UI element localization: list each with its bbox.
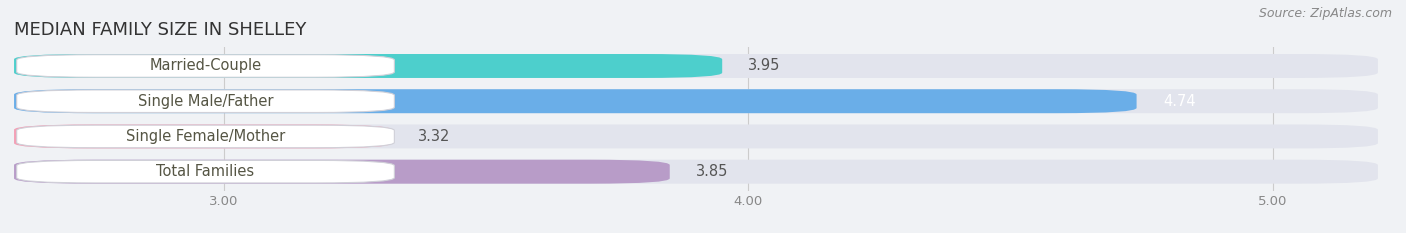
- FancyBboxPatch shape: [14, 54, 1378, 78]
- Text: 3.32: 3.32: [418, 129, 450, 144]
- FancyBboxPatch shape: [17, 160, 394, 183]
- Text: Married-Couple: Married-Couple: [149, 58, 262, 73]
- FancyBboxPatch shape: [14, 89, 1378, 113]
- FancyBboxPatch shape: [14, 89, 1136, 113]
- FancyBboxPatch shape: [17, 125, 394, 148]
- FancyBboxPatch shape: [14, 160, 1378, 184]
- FancyBboxPatch shape: [17, 90, 394, 113]
- Text: Single Female/Mother: Single Female/Mother: [127, 129, 285, 144]
- Text: Total Families: Total Families: [156, 164, 254, 179]
- FancyBboxPatch shape: [14, 160, 669, 184]
- Text: MEDIAN FAMILY SIZE IN SHELLEY: MEDIAN FAMILY SIZE IN SHELLEY: [14, 21, 307, 39]
- FancyBboxPatch shape: [14, 124, 1378, 148]
- Text: 3.95: 3.95: [748, 58, 780, 73]
- FancyBboxPatch shape: [14, 124, 392, 148]
- Text: Single Male/Father: Single Male/Father: [138, 94, 273, 109]
- Text: 4.74: 4.74: [1163, 94, 1195, 109]
- FancyBboxPatch shape: [14, 54, 723, 78]
- Text: Source: ZipAtlas.com: Source: ZipAtlas.com: [1258, 7, 1392, 20]
- FancyBboxPatch shape: [17, 55, 394, 77]
- Text: 3.85: 3.85: [696, 164, 728, 179]
